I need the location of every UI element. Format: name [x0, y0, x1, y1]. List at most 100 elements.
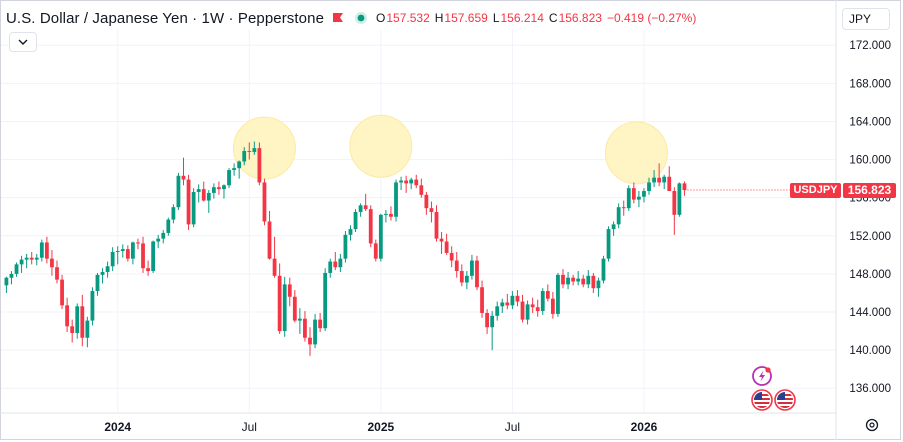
candle-body: [434, 211, 439, 239]
candle-body: [247, 150, 252, 152]
candle-body: [4, 277, 9, 286]
candle-body: [257, 148, 262, 183]
candle-body: [323, 272, 328, 329]
time-axis[interactable]: 2024 Jul 2025 Jul 2026: [104, 420, 657, 434]
highlight-circle: [349, 114, 413, 178]
candles: [4, 141, 836, 356]
candle-body: [232, 168, 236, 171]
candle-body: [616, 207, 621, 225]
candle-body: [141, 243, 145, 269]
candle-body: [485, 312, 489, 328]
candle-body: [470, 260, 474, 276]
candle-body: [131, 242, 135, 259]
candle-body: [191, 191, 196, 225]
close-label: C: [548, 11, 558, 25]
candle-body: [505, 302, 510, 306]
candle-body: [449, 252, 454, 261]
x-tick-label: 2025: [367, 420, 394, 434]
candle-body: [500, 302, 505, 307]
candle-body: [55, 267, 59, 280]
candle-body: [267, 221, 272, 259]
candle-body: [282, 284, 287, 332]
candle-body: [65, 305, 70, 327]
us-flag-event-icon[interactable]: [751, 389, 773, 411]
candle-body: [637, 196, 641, 200]
chevron-down-icon: [18, 39, 28, 45]
candle-body: [682, 183, 687, 191]
candle-body: [439, 238, 444, 242]
candle-body: [237, 161, 242, 169]
currency-button[interactable]: JPY: [842, 8, 890, 30]
collapse-legend-button[interactable]: [9, 32, 37, 52]
candle-body: [146, 268, 150, 272]
candle-body: [105, 266, 110, 272]
candle-body: [313, 319, 317, 345]
price-axis[interactable]: 136.000140.000144.000148.000152.000156.0…: [849, 40, 891, 395]
candle-body: [378, 214, 383, 259]
candle-body: [196, 189, 201, 192]
symbol-price-tag: USDJPY: [790, 182, 841, 198]
candle-body: [368, 209, 373, 244]
y-tick-label: 140.000: [849, 345, 891, 357]
candle-body: [459, 271, 464, 283]
candle-body: [652, 177, 656, 183]
settings-gear-icon[interactable]: [865, 418, 879, 432]
candle-body: [125, 249, 130, 259]
candle-body: [343, 234, 348, 259]
candle-body: [480, 287, 484, 313]
candle-body: [80, 306, 85, 338]
candle-body: [586, 275, 591, 285]
open-label: O: [376, 11, 386, 25]
y-tick-label: 136.000: [849, 383, 891, 395]
candle-body: [601, 258, 606, 281]
candle-body: [621, 207, 626, 209]
candle-body: [525, 304, 530, 320]
candle-body: [662, 176, 667, 183]
candle-body: [34, 257, 39, 260]
candle-body: [677, 183, 682, 215]
symbol-title[interactable]: U.S. Dollar / Japanese Yen · 1W · Pepper…: [6, 9, 325, 27]
lightning-event-icon[interactable]: [752, 366, 772, 386]
low-value: 156.214: [500, 11, 544, 25]
candle-body: [110, 251, 115, 267]
candle-body: [136, 242, 140, 244]
candle-body: [156, 238, 161, 242]
candle-body: [166, 219, 171, 233]
candle-body: [24, 257, 29, 260]
candle-body: [389, 213, 393, 217]
candle-body: [591, 275, 596, 289]
y-tick-label: 168.000: [849, 78, 891, 90]
candle-body: [657, 177, 662, 183]
candle-body: [454, 260, 459, 272]
candle-body: [70, 326, 75, 333]
candle-body: [647, 182, 651, 192]
open-value: 157.532: [386, 11, 430, 25]
candle-body: [545, 291, 550, 299]
candle-body: [566, 277, 570, 285]
x-tick-label: Jul: [242, 420, 257, 434]
candle-body: [373, 243, 378, 259]
change-value: −0.419 (−0.27%): [606, 11, 697, 25]
red-flag-icon[interactable]: [332, 12, 344, 24]
candle-body: [576, 278, 581, 282]
candle-body: [201, 189, 206, 201]
candle-body: [186, 179, 191, 225]
candle-body: [515, 295, 520, 302]
candle-body: [672, 191, 677, 215]
y-tick-label: 152.000: [849, 231, 891, 243]
us-flag-event-icon[interactable]: [774, 389, 796, 411]
candle-body: [358, 205, 363, 212]
candle-body: [495, 306, 500, 316]
candle-body: [242, 150, 247, 162]
candle-body: [333, 261, 338, 268]
y-tick-label: 148.000: [849, 269, 891, 281]
candle-body: [85, 320, 90, 338]
candle-body: [100, 271, 105, 275]
high-label: H: [434, 11, 444, 25]
highlight-circles: [232, 114, 668, 185]
candle-body: [14, 264, 19, 274]
candle-body: [287, 284, 292, 297]
candle-body: [363, 205, 368, 210]
candle-body: [414, 179, 419, 186]
